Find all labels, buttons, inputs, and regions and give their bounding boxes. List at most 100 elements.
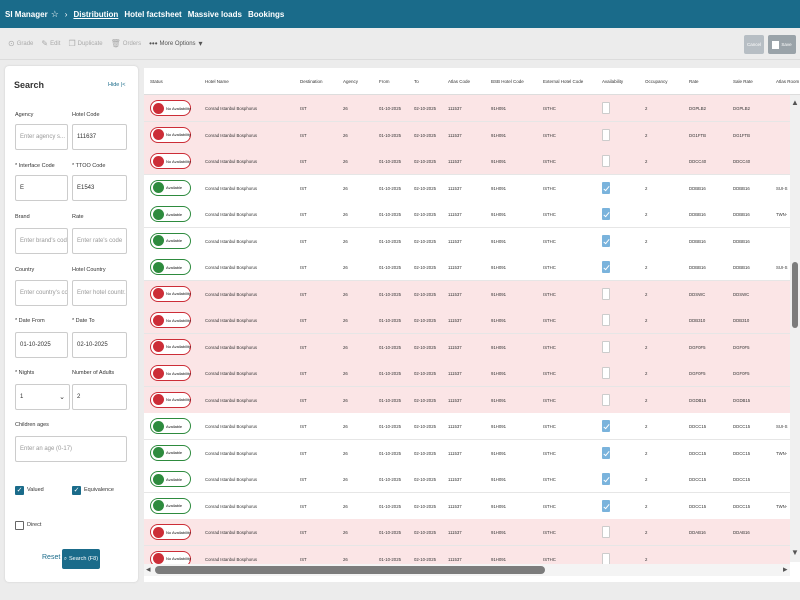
table-row[interactable]: No Availability Conrad Istanbul Bosphorus… <box>144 360 790 387</box>
col-hotel-name[interactable]: Hotel Name <box>205 79 229 84</box>
table-row[interactable]: No Availability Conrad Istanbul Bosphorus… <box>144 280 790 308</box>
nav-hotel-factsheet[interactable]: Hotel factsheet <box>124 9 182 19</box>
agency-input[interactable]: Enter agency s... <box>15 124 68 150</box>
copy-icon: ❐ <box>68 39 76 48</box>
table-row[interactable]: Available Conrad Istanbul Bosphorus IST 26 0… <box>144 227 790 255</box>
status-label: Available <box>166 503 183 508</box>
table-row[interactable]: No Availability Conrad Istanbul Bosphorus… <box>144 121 790 149</box>
col-availability[interactable]: Availability <box>602 79 624 84</box>
table-row[interactable]: No Availability Conrad Istanbul Bosphorus… <box>144 95 790 122</box>
scroll-down-icon[interactable]: ▼ <box>791 548 799 557</box>
hide-panel-link[interactable]: Hide |< <box>108 82 125 88</box>
vertical-scroll-thumb[interactable] <box>792 262 798 328</box>
horizontal-scroll-thumb[interactable] <box>155 566 545 574</box>
table-row[interactable]: No Availability Conrad Istanbul Bosphorus… <box>144 148 790 175</box>
app-title[interactable]: SI Manager <box>5 9 48 19</box>
cell-destination: IST <box>300 291 307 297</box>
availability-checkbox[interactable] <box>602 473 610 485</box>
nav-distribution[interactable]: Distribution <box>73 9 119 19</box>
scroll-up-icon[interactable]: ▲ <box>791 98 799 107</box>
interface-code-input[interactable]: E <box>15 175 68 201</box>
col-sale-rate[interactable]: Sale Rate <box>733 79 753 84</box>
cell-destination: IST <box>300 344 307 350</box>
adults-input[interactable]: 2 <box>72 384 127 410</box>
vertical-scrollbar[interactable] <box>790 95 800 562</box>
col-bsb-hotel-code[interactable]: BSB Hotel Code <box>491 79 524 84</box>
col-destination[interactable]: Destination <box>300 79 323 84</box>
search-button[interactable]: ⌕ Search (F8) <box>62 549 100 569</box>
availability-checkbox[interactable] <box>602 261 610 273</box>
table-row[interactable]: Available Conrad Istanbul Bosphorus IST 26 0… <box>144 492 790 520</box>
table-row[interactable]: No Availability Conrad Istanbul Bosphorus… <box>144 386 790 414</box>
cell-from: 01-10-2025 <box>379 159 401 164</box>
col-from[interactable]: From <box>379 79 390 84</box>
col-status[interactable]: Status <box>150 79 163 84</box>
scroll-right-icon[interactable]: ▸ <box>783 564 788 574</box>
availability-checkbox[interactable] <box>602 367 610 379</box>
children-ages-input[interactable]: Enter an age (0-17) <box>15 436 127 462</box>
direct-checkbox[interactable] <box>15 521 24 530</box>
col-rate[interactable]: Rate <box>689 79 699 84</box>
table-row[interactable]: Available Conrad Istanbul Bosphorus IST 26 0… <box>144 466 790 493</box>
orders-button[interactable]: 🗑 Orders <box>111 39 142 48</box>
duplicate-label: Duplicate <box>77 40 103 47</box>
ttoo-code-input[interactable]: E1543 <box>72 175 127 201</box>
col-agency[interactable]: Agency <box>343 79 359 84</box>
equivalence-checkbox[interactable]: ✓ <box>72 486 81 495</box>
nav-bookings[interactable]: Bookings <box>247 9 285 19</box>
availability-checkbox[interactable] <box>602 181 610 194</box>
nav-massive-loads[interactable]: Massive loads <box>187 9 242 19</box>
availability-checkbox[interactable] <box>602 446 610 459</box>
status-label: Available <box>166 211 183 217</box>
availability-checkbox[interactable] <box>602 314 610 326</box>
country-input[interactable]: Enter country's code <box>15 280 68 306</box>
availability-checkbox[interactable] <box>602 208 610 220</box>
table-row[interactable]: Available Conrad Istanbul Bosphorus IST 26 0… <box>144 254 790 281</box>
availability-checkbox[interactable] <box>602 552 610 565</box>
hotel-code-input[interactable]: 111637 <box>72 124 127 150</box>
col-atlas-room[interactable]: Atlas Room <box>776 79 800 84</box>
table-row[interactable]: No Availability Conrad Istanbul Bosphorus… <box>144 519 790 546</box>
availability-checkbox[interactable] <box>602 287 610 300</box>
availability-checkbox[interactable] <box>602 128 610 141</box>
col-to[interactable]: To <box>414 79 419 84</box>
cancel-button[interactable]: Cancel <box>744 35 764 54</box>
col-atlas-code[interactable]: Atlas Code <box>448 79 471 84</box>
save-button[interactable]: Save <box>768 35 796 54</box>
more-options-button[interactable]: ••• More Options ▾ <box>149 39 204 48</box>
unavailable-dot-icon <box>153 341 164 352</box>
availability-checkbox[interactable] <box>602 155 610 167</box>
availability-checkbox[interactable] <box>602 526 610 538</box>
table-row[interactable]: No Availability Conrad Istanbul Bosphorus… <box>144 307 790 334</box>
table-row[interactable]: Available Conrad Istanbul Bosphorus IST 26 0… <box>144 413 790 440</box>
availability-checkbox[interactable] <box>602 499 610 512</box>
date-to-input[interactable]: 02-10-2025 <box>72 332 127 358</box>
edit-button[interactable]: ✎ Edit <box>41 39 60 48</box>
star-icon[interactable]: ☆ <box>50 8 59 19</box>
availability-checkbox[interactable] <box>602 234 610 247</box>
availability-checkbox[interactable] <box>602 420 610 432</box>
rate-input[interactable]: Enter rate's code <box>72 228 127 254</box>
grade-button[interactable]: ⊙ Grade <box>8 39 33 48</box>
availability-checkbox[interactable] <box>602 102 610 114</box>
children-ages-label: Children ages <box>15 422 49 428</box>
reset-button[interactable]: Reset <box>42 554 61 561</box>
cell-rate: DDBB16 <box>689 238 706 244</box>
hotel-country-input[interactable]: Enter hotel countr... <box>72 280 127 306</box>
table-row[interactable]: Available Conrad Istanbul Bosphorus IST 26 0… <box>144 201 790 228</box>
nights-select[interactable]: 1 ⌄ <box>15 384 70 410</box>
cell-agency: 26 <box>343 238 348 244</box>
availability-checkbox[interactable] <box>602 393 610 406</box>
brand-input[interactable]: Enter brand's code <box>15 228 68 254</box>
table-row[interactable]: No Availability Conrad Istanbul Bosphorus… <box>144 333 790 361</box>
scroll-left-icon[interactable]: ◂ <box>146 564 151 574</box>
table-row[interactable]: Available Conrad Istanbul Bosphorus IST 26 0… <box>144 439 790 467</box>
col-occupancy[interactable]: Occupancy <box>645 79 668 84</box>
col-external-hotel-code[interactable]: External Hotel Code <box>543 79 584 84</box>
table-row[interactable]: Available Conrad Istanbul Bosphorus IST 26 0… <box>144 174 790 202</box>
duplicate-button[interactable]: ❐ Duplicate <box>68 39 102 48</box>
availability-checkbox[interactable] <box>602 340 610 353</box>
date-from-input[interactable]: 01-10-2025 <box>15 332 68 358</box>
valued-checkbox[interactable]: ✓ <box>15 486 24 495</box>
cell-destination: IST <box>300 477 307 482</box>
